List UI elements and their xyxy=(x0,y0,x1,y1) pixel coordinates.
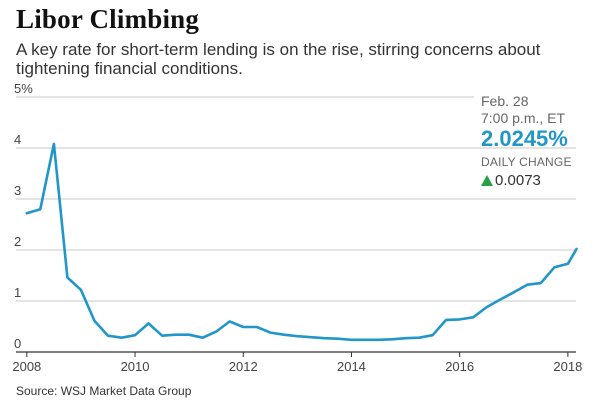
annotation-time: 7:00 p.m., ET xyxy=(481,110,566,126)
up-arrow-icon xyxy=(481,175,493,186)
daily-change-value: 0.0073 xyxy=(495,172,541,189)
x-tick-label: 2008 xyxy=(12,359,41,374)
x-tick-label: 2012 xyxy=(229,359,258,374)
y-tick-label: 2 xyxy=(14,234,21,249)
x-tick-label: 2010 xyxy=(121,359,150,374)
x-axis-ticks: 2008 2010 2012 2014 2016 2018 xyxy=(12,352,582,374)
daily-change-label: DAILY CHANGE xyxy=(481,155,572,169)
y-tick-label: 4 xyxy=(14,132,21,147)
source-note: Source: WSJ Market Data Group xyxy=(16,384,192,398)
annotation-value: 2.0245% xyxy=(481,126,568,151)
x-tick-label: 2018 xyxy=(553,359,582,374)
chart-subtitle: A key rate for short-term lending is on … xyxy=(16,40,541,78)
daily-change: 0.0073 xyxy=(481,172,541,189)
annotation-date: Feb. 28 xyxy=(481,93,529,109)
libor-series-line xyxy=(25,142,578,342)
y-tick-label: 5% xyxy=(14,81,33,96)
y-tick-label: 1 xyxy=(14,285,21,300)
y-axis-ticks: 0 1 2 3 4 5% xyxy=(14,81,33,351)
x-tick-label: 2016 xyxy=(445,359,474,374)
series-layer xyxy=(25,142,578,342)
y-tick-label: 0 xyxy=(14,336,21,351)
y-tick-label: 3 xyxy=(14,183,21,198)
grid-lines xyxy=(16,96,576,353)
chart-title: Libor Climbing xyxy=(16,4,200,34)
x-tick-label: 2014 xyxy=(337,359,366,374)
